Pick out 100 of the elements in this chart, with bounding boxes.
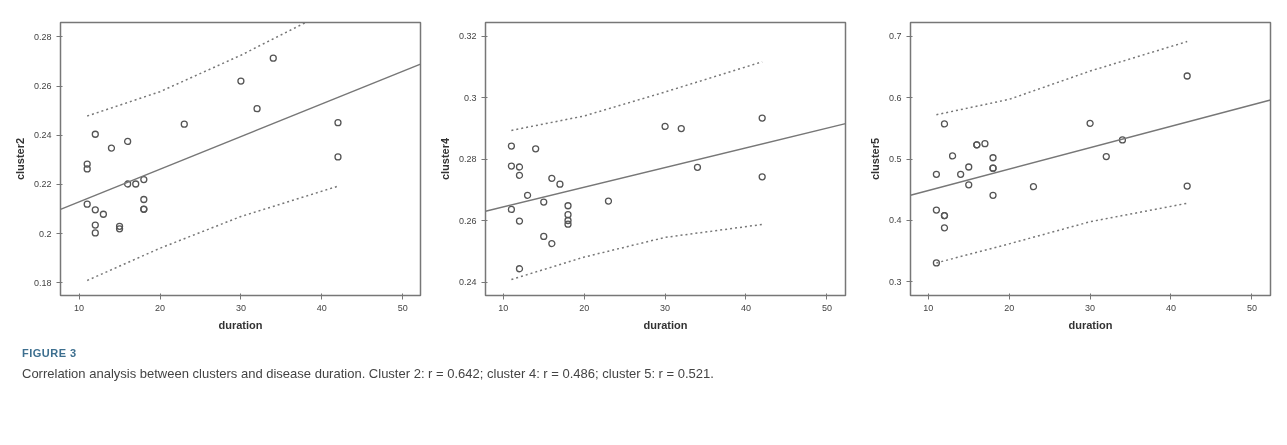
x-tick-label: 30	[235, 302, 246, 313]
point	[115, 222, 124, 230]
y-tick-label: 0.2	[38, 228, 52, 239]
point	[507, 205, 516, 214]
line-series	[86, 185, 339, 282]
point	[965, 163, 973, 171]
x-tick-label: 50	[397, 302, 408, 313]
point	[1029, 183, 1038, 191]
x-tick-label: 20	[579, 302, 590, 313]
point	[540, 198, 548, 206]
point	[965, 181, 973, 189]
y-tick-label: 0.26	[458, 215, 477, 226]
point	[180, 120, 188, 128]
point	[932, 170, 941, 179]
point	[677, 124, 685, 133]
x-tick-label: 20	[1004, 302, 1015, 313]
point	[523, 191, 532, 199]
point	[932, 259, 941, 267]
point	[83, 200, 91, 208]
point	[1183, 182, 1191, 190]
point	[124, 180, 132, 188]
point	[564, 202, 572, 210]
point	[940, 120, 949, 128]
y-tick-label: 0.5	[888, 154, 902, 164]
y-tick-label: 0.24	[33, 130, 52, 141]
point	[758, 114, 766, 122]
point	[957, 170, 965, 179]
x-axis-title: duration	[643, 318, 688, 331]
point	[507, 142, 516, 150]
x-tick-label: 20	[155, 302, 166, 313]
point	[334, 119, 342, 127]
x-axis-title: duration	[218, 318, 263, 331]
point	[91, 229, 99, 237]
point	[107, 144, 116, 152]
point	[334, 153, 342, 161]
line-series	[510, 223, 763, 281]
y-axis-title: cluster5	[868, 137, 881, 181]
point	[989, 154, 997, 162]
point	[604, 197, 613, 205]
point	[140, 195, 148, 204]
point	[1102, 152, 1110, 161]
y-tick-label: 0.7	[888, 31, 902, 42]
x-axis-title: duration	[1068, 318, 1113, 331]
point	[91, 130, 99, 138]
x-tick-label: 40	[316, 302, 327, 313]
point	[532, 145, 540, 153]
point	[1183, 72, 1191, 80]
y-tick-label: 0.28	[458, 154, 477, 165]
point	[932, 206, 941, 214]
y-tick-label: 0.4	[888, 215, 902, 226]
point	[1086, 119, 1094, 127]
point	[693, 163, 702, 171]
point	[540, 232, 548, 241]
y-tick-label: 0.3	[888, 276, 902, 287]
point	[556, 180, 564, 188]
point	[515, 217, 524, 225]
y-axis-title: cluster2	[13, 137, 26, 181]
point	[91, 221, 99, 229]
point	[564, 216, 572, 225]
point	[661, 122, 669, 131]
point	[940, 224, 949, 232]
point	[948, 152, 957, 160]
caption: FIGURE 3	[22, 346, 78, 361]
point	[548, 174, 556, 183]
point	[115, 225, 124, 233]
point	[989, 191, 997, 199]
line-series	[935, 40, 1188, 116]
point	[548, 239, 556, 248]
point	[91, 206, 99, 214]
point	[83, 165, 91, 173]
y-tick-label: 0.3	[463, 92, 477, 103]
y-tick-label: 0.24	[458, 277, 477, 288]
point	[515, 163, 524, 171]
y-tick-label: 0.18	[33, 277, 52, 288]
y-tick-label: 0.32	[458, 31, 477, 42]
y-tick-label: 0.28	[33, 31, 52, 42]
x-tick-label: 40	[740, 302, 751, 313]
x-tick-label: 10	[498, 302, 509, 313]
point	[269, 54, 277, 62]
x-tick-label: 10	[74, 302, 85, 313]
text: Correlation analysis between clusters and disease duration. Cluster 2: r = 0.642; cluster 4: r = 0.486; cluster 5: r = 0.521.	[22, 364, 714, 383]
point	[564, 220, 572, 228]
point	[515, 171, 524, 179]
point	[140, 175, 148, 184]
point	[124, 137, 132, 146]
line-series	[935, 202, 1188, 264]
point	[83, 160, 91, 168]
x-tick-label: 50	[1246, 302, 1257, 313]
y-axis-title: cluster4	[438, 137, 451, 181]
point	[564, 211, 572, 219]
point	[758, 173, 766, 181]
point	[981, 139, 989, 148]
x-tick-label: 10	[923, 302, 934, 313]
point	[1118, 136, 1127, 144]
y-tick-label: 0.26	[33, 81, 52, 92]
point	[253, 105, 261, 113]
point	[507, 162, 516, 170]
point	[132, 180, 140, 188]
point	[99, 210, 108, 218]
x-tick-label: 30	[1085, 302, 1096, 313]
